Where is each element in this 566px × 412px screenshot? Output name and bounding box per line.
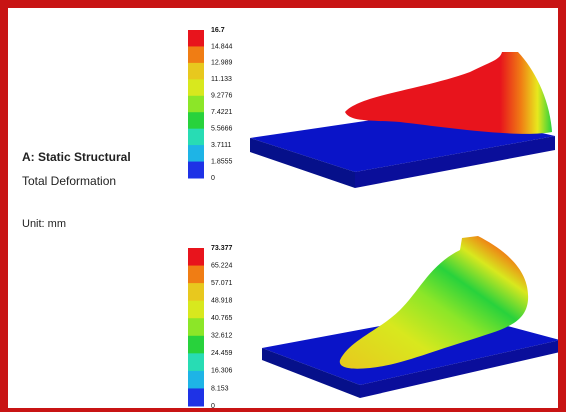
- legend-band: [188, 112, 204, 129]
- legend-band: [188, 145, 204, 162]
- legend-band: [188, 266, 204, 284]
- legend-label: 12.989: [211, 60, 233, 67]
- legend-label: 0: [211, 403, 215, 410]
- legend-band: [188, 318, 204, 336]
- legend-label: 11.133: [211, 76, 232, 83]
- legend-label: 9.2776: [211, 93, 233, 100]
- legend-label: 7.4221: [211, 109, 233, 116]
- legend-band: [188, 79, 204, 96]
- legend-label: 1.8555: [211, 158, 233, 165]
- legend-label: 14.844: [211, 43, 233, 50]
- legend-band: [188, 283, 204, 301]
- unit: Unit: mm: [22, 218, 66, 230]
- legend-band: [188, 96, 204, 113]
- legend-label: 32.612: [211, 333, 233, 340]
- legend-label: 0: [211, 175, 215, 182]
- legend-band: [188, 46, 204, 63]
- legend-label: 8.153: [211, 385, 229, 392]
- legend-band: [188, 248, 204, 266]
- legend-band: [188, 162, 204, 179]
- title: A: Static Structural: [22, 150, 131, 164]
- legend-band: [188, 63, 204, 80]
- render: 16.7 14.844 12.989 11.133 9.2776 7.4221 5.5666…: [0, 0, 566, 412]
- legend-band: [188, 301, 204, 319]
- legend-band: [188, 30, 204, 47]
- legend-label: 16.7: [211, 27, 225, 34]
- legend-label: 16.306: [211, 368, 233, 375]
- legend-label: 48.918: [211, 298, 233, 305]
- legend-label: 40.765: [211, 315, 233, 322]
- figure: 16.7 14.844 12.989 11.133 9.2776 7.4221 5.5666…: [0, 0, 566, 412]
- legend-label: 65.224: [211, 262, 233, 269]
- legend-label: 73.377: [211, 245, 233, 252]
- legend-band: [188, 371, 204, 389]
- legend-label: 57.071: [211, 280, 233, 287]
- legend-label: 24.459: [211, 350, 233, 357]
- legend-band: [188, 388, 204, 406]
- legend-label: 3.7111: [211, 142, 231, 149]
- subtitle: Total Deformation: [22, 174, 116, 188]
- legend-band: [188, 353, 204, 371]
- legend-band: [188, 336, 204, 354]
- legend-label: 5.5666: [211, 126, 233, 133]
- legend-band: [188, 129, 204, 146]
